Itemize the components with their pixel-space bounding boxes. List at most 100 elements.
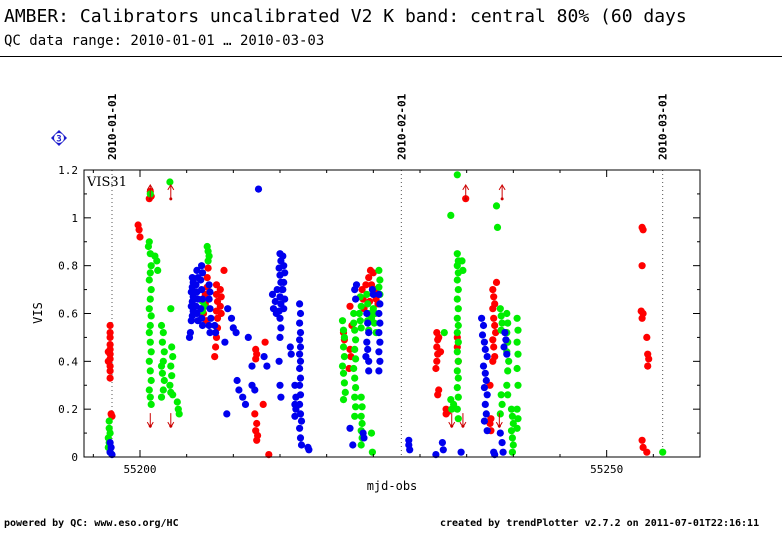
data-point-green (338, 362, 347, 370)
data-point-green (453, 250, 461, 258)
data-point-blue (432, 451, 440, 459)
data-point-red (220, 266, 228, 274)
data-point-red (645, 355, 653, 363)
data-point-red (106, 367, 114, 375)
data-point-blue (297, 417, 306, 425)
data-point-green (514, 415, 522, 423)
data-point-green (453, 171, 461, 179)
data-point-blue (268, 290, 277, 298)
data-point-green (357, 324, 365, 332)
data-point-red (365, 274, 373, 282)
data-point-green (351, 345, 359, 353)
data-point-blue (198, 262, 206, 270)
data-point-blue (296, 381, 304, 389)
data-point-red (212, 281, 221, 289)
data-point-red (432, 364, 440, 373)
y-axis-label: VIS (31, 302, 45, 324)
limit-arrow-down (167, 413, 175, 429)
data-point-red (491, 321, 499, 330)
data-point-blue (501, 329, 509, 337)
data-point-green (375, 283, 383, 291)
data-point-red (135, 226, 143, 234)
data-point-red (253, 436, 261, 444)
data-point-red (362, 281, 370, 289)
data-point-green (504, 367, 512, 375)
data-point-red (217, 309, 225, 318)
data-point-blue (296, 391, 305, 399)
data-point-blue (241, 400, 250, 408)
data-point-blue (360, 434, 368, 442)
data-point-green (147, 286, 155, 294)
data-point-green (339, 326, 348, 334)
data-point-green (357, 441, 365, 449)
data-point-blue (376, 300, 384, 308)
data-point-green (146, 269, 154, 277)
data-point-green (351, 326, 359, 334)
data-point-blue (491, 451, 499, 459)
date-marker-label: 2010-01-01 (106, 93, 119, 160)
data-point-green (505, 357, 513, 365)
data-point-blue (296, 336, 304, 344)
data-point-blue (280, 262, 288, 270)
data-point-blue (233, 376, 241, 385)
data-point-blue (296, 300, 304, 308)
data-point-blue (364, 345, 372, 353)
data-point-blue (296, 319, 304, 327)
data-point-red (490, 293, 498, 301)
data-point-blue (286, 343, 294, 351)
data-point-blue (438, 439, 446, 447)
data-point-green (497, 312, 505, 320)
data-point-red (259, 400, 267, 408)
limit-arrow-up (167, 183, 175, 201)
y-tick-label: 1 (71, 212, 78, 225)
data-point-blue (481, 345, 489, 353)
data-point-blue (296, 374, 305, 382)
data-point-green (168, 372, 176, 380)
data-point-blue (480, 384, 488, 392)
data-point-green (340, 379, 348, 387)
data-point-blue (275, 357, 283, 365)
data-point-blue (248, 362, 256, 370)
data-point-green (508, 434, 516, 442)
data-point-green (167, 362, 175, 370)
data-point-green (145, 357, 153, 365)
data-point-green (147, 312, 155, 320)
data-point-blue (239, 393, 247, 401)
data-point-blue (287, 350, 295, 358)
data-point-red (106, 321, 114, 330)
data-point-blue (375, 309, 383, 318)
data-point-green (352, 384, 360, 392)
data-point-red (435, 333, 443, 341)
data-point-blue (280, 278, 288, 286)
data-point-blue (221, 338, 229, 346)
data-point-blue (376, 357, 384, 365)
data-point-red (265, 451, 273, 459)
data-point-blue (192, 281, 200, 289)
data-point-green (166, 178, 174, 186)
limit-arrow-down (448, 413, 456, 429)
data-point-blue (376, 338, 384, 346)
data-point-blue (352, 281, 361, 289)
data-point-red (136, 233, 144, 241)
data-point-red (490, 314, 498, 322)
data-point-blue (349, 441, 357, 449)
data-point-green (513, 364, 521, 373)
data-point-red (251, 410, 259, 418)
limit-arrows (146, 183, 506, 429)
data-point-green (498, 319, 506, 327)
data-point-blue (296, 434, 305, 442)
data-point-green (144, 242, 152, 251)
data-point-blue (352, 295, 360, 303)
data-point-green (341, 388, 349, 396)
data-point-blue (375, 348, 383, 356)
data-point-green (357, 302, 365, 310)
data-point-green (453, 405, 461, 413)
date-marker-label: 2010-03-01 (657, 93, 670, 160)
data-point-blue (375, 367, 383, 375)
data-point-blue (235, 386, 243, 394)
data-point-red (638, 314, 646, 322)
data-point-red (434, 391, 442, 399)
y-tick-label: 0.4 (58, 355, 78, 368)
data-point-green (351, 374, 359, 382)
data-point-blue (248, 381, 256, 389)
